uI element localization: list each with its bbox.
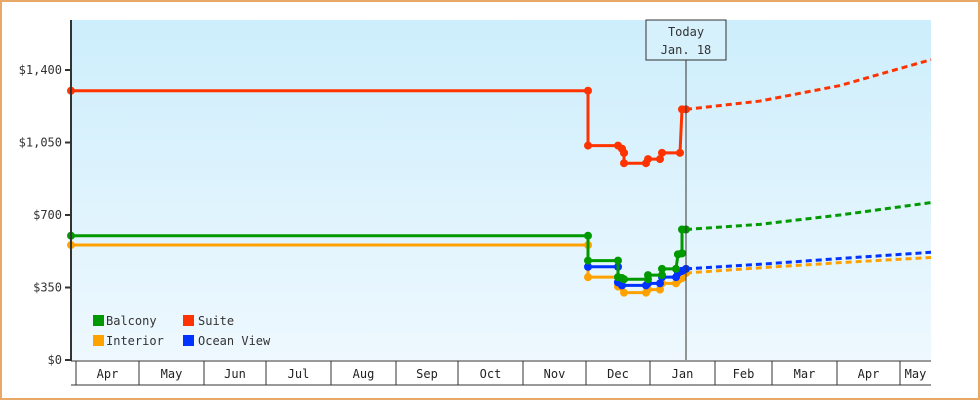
- data-point[interactable]: [584, 231, 592, 240]
- y-tick-label: $0: [48, 353, 62, 367]
- series-balcony: [67, 201, 932, 284]
- plot-area: [71, 20, 931, 360]
- month-label: Jun: [224, 367, 246, 381]
- series-suite: [67, 58, 932, 168]
- legend: Balcony Suite Interior Ocean View: [93, 314, 271, 348]
- data-point[interactable]: [584, 262, 592, 271]
- data-point[interactable]: [618, 281, 626, 290]
- data-point[interactable]: [678, 249, 686, 258]
- month-label: May: [905, 367, 927, 381]
- month-label: Aug: [353, 367, 375, 381]
- series-lines: [67, 58, 932, 297]
- month-label: Sep: [416, 367, 438, 381]
- y-tick-label: $700: [33, 208, 62, 222]
- legend-label-ocean-view: Ocean View: [198, 334, 271, 348]
- data-point[interactable]: [584, 141, 592, 150]
- data-point[interactable]: [614, 256, 622, 265]
- y-tick-label: $1,050: [19, 136, 62, 150]
- today-marker: Today Jan. 18: [645, 19, 727, 360]
- data-point[interactable]: [644, 271, 652, 280]
- y-tick-label: $350: [33, 281, 62, 295]
- data-point[interactable]: [656, 279, 664, 288]
- legend-label-interior: Interior: [106, 334, 164, 348]
- data-point[interactable]: [672, 264, 680, 273]
- data-point[interactable]: [658, 271, 666, 280]
- today-label-box: [645, 19, 727, 61]
- today-label-line1: Today: [668, 25, 704, 39]
- legend-item-balcony[interactable]: Balcony: [93, 314, 157, 328]
- data-point[interactable]: [676, 148, 684, 157]
- month-label: Mar: [794, 367, 816, 381]
- legend-item-ocean-view[interactable]: Ocean View: [183, 334, 271, 348]
- x-axis-months: Apr May Jun Jul Aug Sep Oct Nov Dec Jan Feb Mar Apr M…: [71, 360, 931, 386]
- month-label: Dec: [607, 367, 629, 381]
- legend-swatch-ocean-view: [183, 335, 194, 346]
- data-point[interactable]: [584, 273, 592, 282]
- forecast-line: [685, 250, 932, 271]
- legend-label-suite: Suite: [198, 314, 234, 328]
- month-label: Nov: [544, 367, 566, 381]
- data-point[interactable]: [656, 285, 664, 294]
- data-point[interactable]: [584, 256, 592, 265]
- legend-label-balcony: Balcony: [106, 314, 157, 328]
- month-label: Apr: [97, 367, 119, 381]
- legend-swatch-suite: [183, 315, 194, 326]
- y-tick-label: $1,400: [19, 63, 62, 77]
- legend-item-interior[interactable]: Interior: [93, 334, 164, 348]
- forecast-line: [685, 201, 932, 231]
- data-point[interactable]: [620, 275, 628, 284]
- month-label: Oct: [480, 367, 502, 381]
- legend-item-suite[interactable]: Suite: [183, 314, 234, 328]
- forecast-line: [685, 255, 932, 275]
- data-point[interactable]: [658, 148, 666, 157]
- month-label: May: [161, 367, 183, 381]
- data-point[interactable]: [584, 86, 592, 95]
- data-point[interactable]: [620, 148, 628, 157]
- legend-swatch-interior: [93, 335, 104, 346]
- data-point[interactable]: [620, 288, 628, 297]
- month-label: Apr: [858, 367, 880, 381]
- data-point[interactable]: [644, 155, 652, 164]
- forecast-line: [685, 58, 932, 111]
- data-point[interactable]: [658, 264, 666, 273]
- today-label-line2: Jan. 18: [661, 43, 712, 57]
- data-point[interactable]: [656, 155, 664, 164]
- y-axis: $0 $350 $700 $1,050 $1,400: [19, 63, 71, 367]
- month-label: Jan: [672, 367, 694, 381]
- legend-swatch-balcony: [93, 315, 104, 326]
- data-point[interactable]: [620, 159, 628, 168]
- month-label: Feb: [733, 367, 755, 381]
- month-label: Jul: [288, 367, 310, 381]
